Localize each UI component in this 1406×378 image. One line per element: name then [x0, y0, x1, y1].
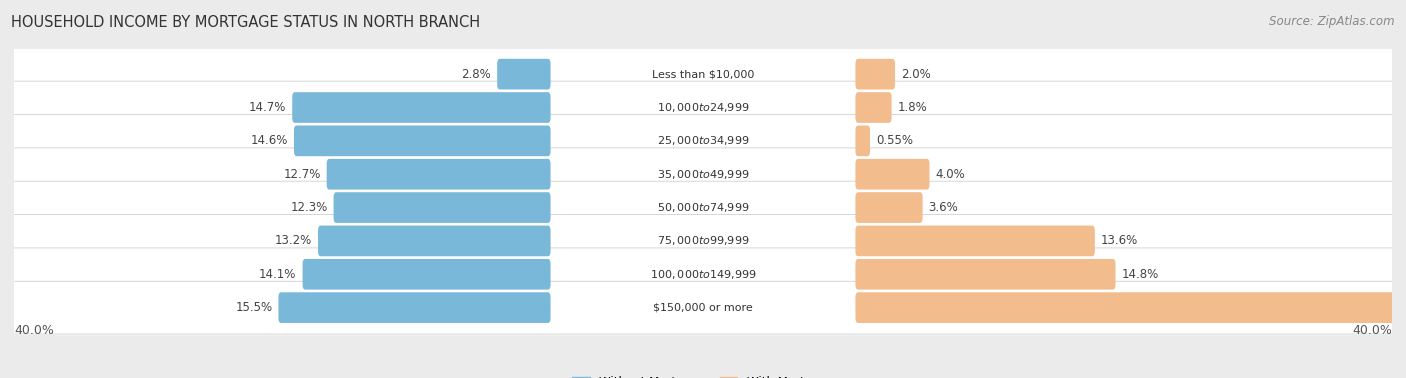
Legend: Without Mortgage, With Mortgage: Without Mortgage, With Mortgage: [572, 376, 834, 378]
Text: 4.0%: 4.0%: [935, 168, 966, 181]
FancyBboxPatch shape: [6, 148, 1400, 201]
Text: 14.1%: 14.1%: [259, 268, 297, 281]
Text: Source: ZipAtlas.com: Source: ZipAtlas.com: [1270, 15, 1395, 28]
FancyBboxPatch shape: [318, 226, 551, 256]
Text: 13.6%: 13.6%: [1101, 234, 1137, 248]
Text: 14.8%: 14.8%: [1122, 268, 1159, 281]
Text: Less than $10,000: Less than $10,000: [652, 69, 754, 79]
Text: $35,000 to $49,999: $35,000 to $49,999: [657, 168, 749, 181]
Text: 40.0%: 40.0%: [14, 324, 53, 338]
Text: $150,000 or more: $150,000 or more: [654, 303, 752, 313]
Text: 12.7%: 12.7%: [283, 168, 321, 181]
FancyBboxPatch shape: [6, 48, 1400, 101]
FancyBboxPatch shape: [278, 292, 551, 323]
Text: 40.0%: 40.0%: [1353, 324, 1392, 338]
FancyBboxPatch shape: [855, 226, 1095, 256]
Text: $25,000 to $34,999: $25,000 to $34,999: [657, 134, 749, 147]
FancyBboxPatch shape: [302, 259, 551, 290]
Text: 2.8%: 2.8%: [461, 68, 491, 81]
FancyBboxPatch shape: [855, 125, 870, 156]
FancyBboxPatch shape: [6, 181, 1400, 234]
FancyBboxPatch shape: [6, 215, 1400, 267]
FancyBboxPatch shape: [855, 292, 1406, 323]
Text: 15.5%: 15.5%: [235, 301, 273, 314]
Text: 1.8%: 1.8%: [897, 101, 928, 114]
Text: $75,000 to $99,999: $75,000 to $99,999: [657, 234, 749, 248]
Text: $50,000 to $74,999: $50,000 to $74,999: [657, 201, 749, 214]
Text: 3.6%: 3.6%: [928, 201, 959, 214]
Text: 13.2%: 13.2%: [274, 234, 312, 248]
FancyBboxPatch shape: [6, 115, 1400, 167]
FancyBboxPatch shape: [294, 125, 551, 156]
FancyBboxPatch shape: [855, 59, 896, 90]
FancyBboxPatch shape: [498, 59, 551, 90]
Text: HOUSEHOLD INCOME BY MORTGAGE STATUS IN NORTH BRANCH: HOUSEHOLD INCOME BY MORTGAGE STATUS IN N…: [11, 15, 481, 30]
Text: 14.7%: 14.7%: [249, 101, 287, 114]
FancyBboxPatch shape: [855, 259, 1115, 290]
Text: $10,000 to $24,999: $10,000 to $24,999: [657, 101, 749, 114]
FancyBboxPatch shape: [6, 81, 1400, 134]
FancyBboxPatch shape: [6, 281, 1400, 334]
FancyBboxPatch shape: [292, 92, 551, 123]
FancyBboxPatch shape: [855, 92, 891, 123]
Text: $100,000 to $149,999: $100,000 to $149,999: [650, 268, 756, 281]
FancyBboxPatch shape: [855, 192, 922, 223]
FancyBboxPatch shape: [326, 159, 551, 189]
Text: 0.55%: 0.55%: [876, 134, 912, 147]
Text: 2.0%: 2.0%: [901, 68, 931, 81]
FancyBboxPatch shape: [333, 192, 551, 223]
Text: 14.6%: 14.6%: [250, 134, 288, 147]
Text: 12.3%: 12.3%: [290, 201, 328, 214]
FancyBboxPatch shape: [855, 159, 929, 189]
FancyBboxPatch shape: [6, 248, 1400, 301]
